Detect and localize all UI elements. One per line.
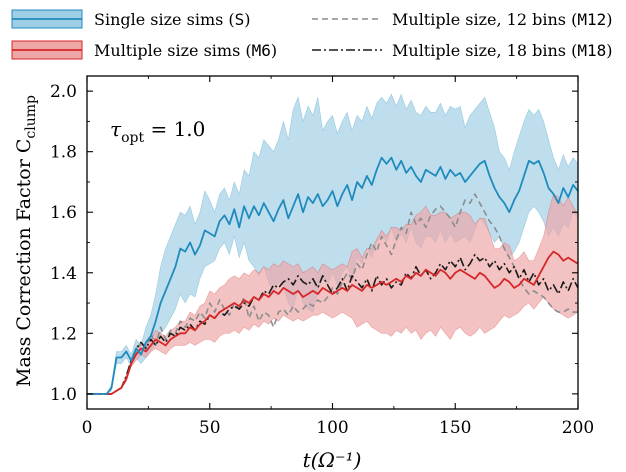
line-multiple-size-18-bins-m18: [87, 253, 579, 395]
legend-item-12-bins: Multiple size, 12 bins (M12): [312, 10, 612, 29]
tau-annotation: τopt = 1.0: [110, 117, 205, 146]
tau-subscript: opt: [121, 130, 144, 146]
legend-label-multiple-size: Multiple size sims (M6): [94, 41, 277, 60]
legend: Single size sims (S) Multiple size sims …: [11, 9, 612, 60]
y-axis-label-sub: clump: [23, 95, 39, 139]
y-axis-label: Mass Correction Factor Cclump: [13, 95, 39, 387]
x-tick-label: 50: [199, 418, 221, 438]
x-tick-label: 150: [439, 418, 471, 438]
y-tick-label: 1.2: [50, 324, 77, 344]
line-single-size-sims-s: [87, 156, 579, 395]
tau-value: = 1.0: [144, 117, 205, 141]
series-lines: [87, 156, 579, 395]
x-tick-label: 100: [316, 418, 348, 438]
legend-label-18-bins: Multiple size, 18 bins (M18): [392, 41, 612, 60]
legend-item-18-bins: Multiple size, 18 bins (M18): [312, 41, 612, 60]
legend-item-single-size: Single size sims (S): [11, 9, 251, 29]
x-tick-label: 200: [562, 418, 594, 438]
legend-label-12-bins: Multiple size, 12 bins (M12): [392, 10, 612, 29]
line-multiple-size-12-bins-m12: [87, 193, 578, 395]
y-tick-label: 1.4: [50, 264, 77, 284]
y-axis-label-main: Mass Correction Factor C: [13, 139, 35, 387]
legend-label-single-size: Single size sims (S): [94, 10, 251, 29]
y-tick-label: 1.6: [50, 203, 77, 223]
y-tick-label: 2.0: [50, 82, 77, 102]
tau-symbol: τ: [110, 117, 122, 141]
axis-ticks: 0 50 100 150 200 1.0 1.2 1.4 1.6 1.8 2.0: [50, 76, 594, 438]
x-axis-label: t(Ω⁻¹): [303, 448, 362, 472]
y-tick-label: 1.0: [50, 385, 77, 405]
legend-item-multiple-size: Multiple size sims (M6): [11, 40, 277, 60]
x-tick-label: 0: [82, 418, 93, 438]
y-tick-label: 1.8: [50, 143, 77, 163]
line-multiple-size-sims-m6: [87, 250, 579, 395]
